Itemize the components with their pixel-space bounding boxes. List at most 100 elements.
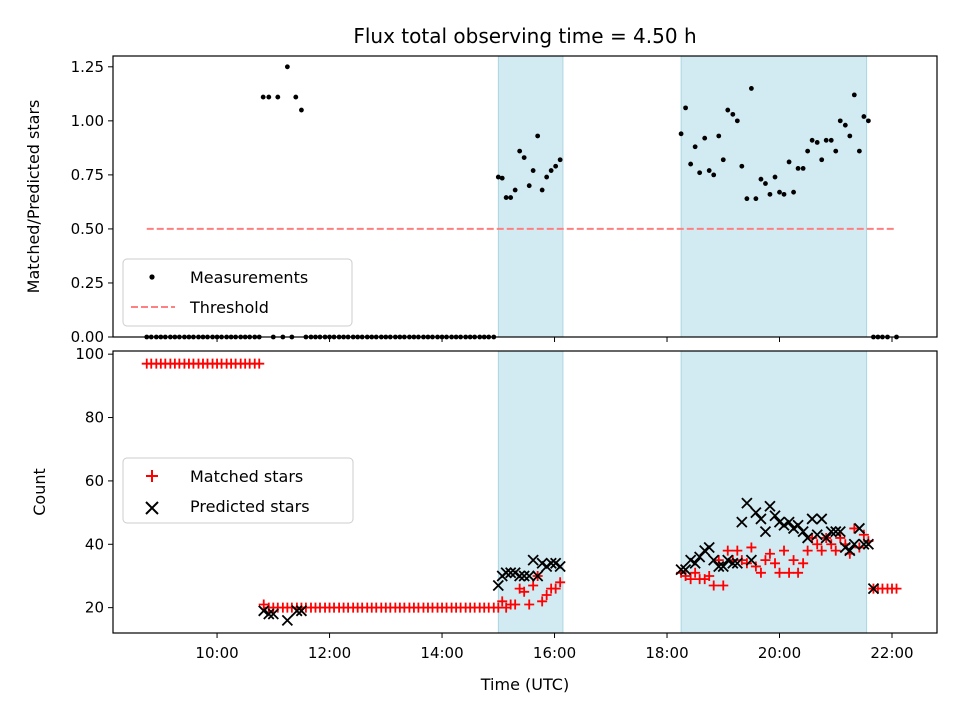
- matched-star-point-102: [732, 545, 743, 556]
- shaded-interval-bottom-0: [497, 350, 564, 634]
- measurement-point-96: [706, 168, 712, 173]
- legend-matched-marker: [146, 470, 158, 482]
- matched-star-point-97: [708, 580, 719, 591]
- y-tick-label-bottom-0: 20: [85, 599, 104, 617]
- measurement-point-78: [508, 195, 514, 200]
- shaded-interval-bottom-1: [680, 350, 868, 634]
- x-tick-label-5: 20:00: [758, 644, 801, 662]
- measurement-point-79: [512, 187, 518, 193]
- matched-star-point-24: [254, 358, 265, 369]
- matched-star-point-79: [510, 599, 521, 610]
- legend-top-box: [122, 258, 353, 327]
- matched-star-point-115: [793, 567, 804, 578]
- predicted-star-point-28: [708, 554, 720, 566]
- legend-bottom: Matched stars Predicted stars: [122, 457, 354, 524]
- measurement-point-97: [711, 172, 717, 178]
- measurement-point-113: [786, 159, 792, 165]
- matched-star-point-112: [779, 545, 790, 556]
- predicted-star-point-0: [258, 605, 270, 617]
- predicted-star-point-32: [727, 557, 739, 569]
- measurement-point-103: [739, 163, 745, 169]
- x-ticks-top: [216, 337, 893, 342]
- y-tick-label-top-2: 0.50: [71, 220, 104, 238]
- measurement-point-82: [526, 183, 532, 189]
- x-tick-label-4: 18:00: [645, 644, 688, 662]
- predicted-star-point-49: [806, 513, 818, 525]
- predicted-star-point-31: [722, 554, 734, 566]
- matched-star-point-76: [497, 596, 508, 607]
- matched-star-point-89: [555, 577, 566, 588]
- predicted-star-point-51: [816, 513, 828, 525]
- measurement-point-119: [814, 140, 820, 145]
- measurement-point-108: [763, 181, 768, 186]
- x-axis-label: Time (UTC): [480, 675, 569, 694]
- matched-star-point-88: [550, 583, 561, 594]
- predicted-star-point-20: [554, 560, 566, 573]
- measurement-point-124: [837, 118, 843, 124]
- measurement-point-110: [772, 174, 778, 180]
- measurement-point-29: [293, 94, 299, 100]
- matched-star-point-100: [722, 545, 733, 556]
- measurement-point-87: [548, 168, 554, 173]
- matched-star-point-123: [830, 545, 841, 556]
- matched-star-point-105: [746, 542, 757, 553]
- legend-bottom-box: [122, 457, 354, 524]
- measurement-point-98: [716, 133, 722, 139]
- matched-star-point-109: [764, 548, 775, 559]
- measurement-point-90: [678, 131, 684, 137]
- matched-star-point-128: [854, 542, 865, 553]
- predicted-star-point-35: [741, 497, 753, 509]
- x-tick-label-3: 16:00: [533, 644, 576, 662]
- predicted-star-point-57: [844, 544, 856, 557]
- predicted-star-point-40: [764, 500, 776, 512]
- matched-star-point-92: [685, 574, 696, 585]
- measurement-point-112: [781, 191, 787, 197]
- measurement-point-30: [299, 107, 304, 113]
- predicted-star-point-15: [532, 570, 544, 582]
- predicted-star-point-3: [281, 614, 293, 626]
- measurement-point-115: [795, 166, 801, 171]
- predicted-star-point-30: [717, 560, 729, 573]
- measurement-point-76: [499, 175, 505, 181]
- predicted-star-point-14: [527, 554, 539, 566]
- matched-star-point-99: [718, 580, 729, 591]
- measurement-point-26: [266, 94, 272, 100]
- measurement-point-111: [777, 189, 782, 195]
- measurement-point-86: [544, 174, 550, 180]
- matched-star-point-114: [788, 555, 799, 566]
- predicted-star-point-55: [834, 525, 846, 538]
- legend-predicted-marker: [145, 501, 159, 515]
- predicted-star-point-53: [825, 525, 837, 538]
- matched-star-point-136: [891, 583, 902, 594]
- y-tick-label-bottom-4: 100: [75, 345, 104, 363]
- matched-star-point-127: [849, 523, 860, 534]
- predicted-star-point-22: [679, 563, 692, 576]
- measurement-point-109: [767, 191, 773, 197]
- predicted-star-point-5: [295, 605, 308, 617]
- shaded-intervals-bottom: [497, 350, 868, 634]
- measurement-point-105: [748, 86, 754, 91]
- matched-star-point-91: [680, 570, 691, 581]
- matched-star-point-81: [519, 586, 530, 597]
- x-tick-label-2: 14:00: [420, 644, 463, 662]
- predicted-star-point-60: [858, 538, 870, 550]
- measurement-point-107: [758, 176, 764, 182]
- y-ticks-bottom: 20 40 60 80 100: [75, 345, 113, 617]
- x-tick-label-6: 22:00: [870, 644, 913, 662]
- measurement-point-102: [734, 118, 740, 124]
- bottom-axes-frame: [112, 350, 938, 634]
- matched-star-point-117: [802, 545, 813, 556]
- y-tick-label-top-3: 0.75: [71, 166, 104, 184]
- matched-star-point-111: [774, 567, 785, 578]
- matched-star-point-85: [537, 596, 548, 607]
- matched-star-point-96: [704, 570, 715, 581]
- predicted-star-point-50: [811, 529, 823, 541]
- legend-measurements-label: Measurements: [190, 268, 308, 287]
- predicted-star-point-58: [848, 538, 860, 550]
- y-tick-label-bottom-2: 60: [85, 472, 104, 490]
- predicted-star-point-9: [505, 567, 517, 579]
- measurement-point-127: [851, 92, 857, 98]
- predicted-star-point-12: [518, 570, 530, 582]
- predicted-star-point-29: [713, 560, 725, 573]
- matched-star-point-25: [258, 599, 269, 610]
